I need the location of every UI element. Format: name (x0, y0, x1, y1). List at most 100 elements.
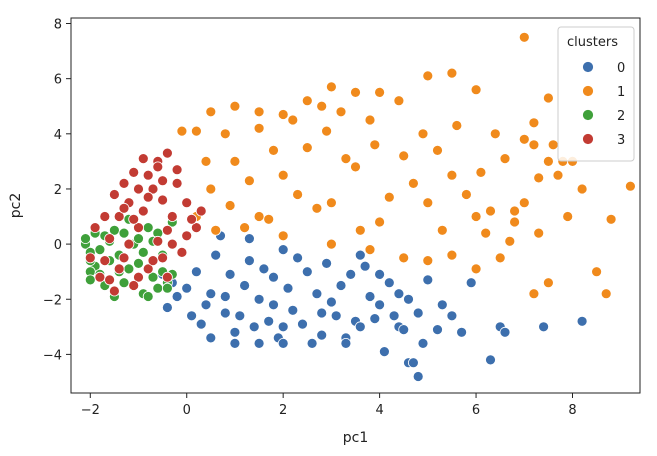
point-cluster-1-52 (552, 169, 564, 181)
point-cluster-0-9 (301, 266, 313, 278)
point-cluster-1-24 (229, 100, 241, 112)
point-cluster-3-21 (137, 153, 149, 165)
point-cluster-3-20 (128, 166, 140, 178)
point-cluster-0-60 (200, 299, 212, 311)
point-cluster-0-59 (354, 249, 366, 261)
point-cluster-0-58 (277, 244, 289, 256)
point-cluster-3-38 (123, 238, 135, 250)
point-cluster-3-14 (118, 252, 130, 264)
point-cluster-3-44 (181, 230, 193, 242)
point-cluster-3-25 (186, 213, 198, 225)
point-cluster-0-39 (465, 277, 477, 289)
point-cluster-1-63 (504, 235, 516, 247)
point-cluster-3-19 (99, 211, 111, 222)
point-cluster-1-29 (350, 87, 361, 98)
point-cluster-1-65 (509, 205, 520, 217)
point-cluster-0-78 (354, 321, 366, 333)
y-tick-label: −4 (43, 348, 62, 363)
point-cluster-0-55 (277, 337, 289, 349)
point-cluster-3-33 (195, 205, 207, 217)
point-cluster-0-26 (388, 310, 400, 322)
point-cluster-3-23 (157, 194, 169, 206)
point-cluster-3-24 (166, 211, 178, 222)
point-cluster-0-0 (190, 266, 202, 278)
point-cluster-3-47 (118, 177, 130, 189)
legend: clusters 0 1 2 3 (557, 26, 635, 162)
point-cluster-0-49 (576, 315, 588, 327)
point-cluster-0-67 (161, 302, 173, 313)
point-cluster-2-32 (123, 263, 135, 275)
point-cluster-1-2 (253, 211, 265, 222)
point-cluster-0-29 (321, 257, 333, 269)
point-cluster-2-12 (133, 257, 144, 269)
point-cluster-2-15 (147, 271, 159, 283)
point-cluster-1-85 (436, 224, 448, 236)
point-cluster-1-89 (562, 211, 574, 222)
point-cluster-0-74 (282, 282, 294, 294)
x-tick-label: 2 (279, 403, 287, 418)
point-cluster-1-39 (422, 255, 434, 267)
point-cluster-1-57 (518, 31, 530, 43)
point-cluster-1-3 (277, 169, 289, 181)
point-cluster-1-73 (292, 189, 304, 200)
x-tick-label: 4 (375, 403, 383, 418)
point-cluster-0-34 (422, 274, 434, 286)
point-cluster-3-26 (176, 246, 188, 258)
point-cluster-1-79 (499, 153, 511, 165)
point-cluster-3-35 (128, 280, 140, 291)
point-cluster-1-54 (543, 277, 554, 289)
point-cluster-1-0 (205, 183, 217, 195)
point-cluster-0-36 (432, 324, 443, 336)
point-cluster-0-21 (263, 315, 275, 327)
point-cluster-0-72 (186, 310, 198, 322)
point-cluster-1-31 (176, 125, 188, 137)
point-cluster-0-64 (330, 310, 342, 322)
point-cluster-0-11 (325, 296, 337, 308)
point-cluster-0-65 (369, 313, 381, 325)
point-cluster-0-53 (205, 332, 217, 344)
point-cluster-1-19 (374, 87, 386, 98)
point-cluster-1-11 (470, 211, 482, 222)
point-cluster-1-6 (350, 161, 361, 173)
point-cluster-1-23 (205, 106, 217, 118)
point-cluster-0-56 (243, 233, 255, 245)
point-cluster-1-62 (533, 227, 545, 239)
point-cluster-0-52 (229, 337, 241, 349)
point-cluster-1-4 (301, 142, 313, 154)
point-cluster-1-1 (229, 155, 241, 167)
point-cluster-0-73 (345, 268, 357, 280)
point-cluster-0-22 (292, 252, 304, 264)
y-tick-label: 4 (54, 128, 62, 143)
point-cluster-1-88 (576, 183, 588, 195)
point-cluster-3-42 (99, 255, 111, 267)
point-cluster-3-3 (133, 183, 144, 195)
point-cluster-3-41 (113, 263, 125, 275)
legend-label-1: 1 (617, 85, 625, 100)
point-cluster-3-17 (84, 252, 96, 264)
point-cluster-0-68 (398, 324, 410, 336)
point-cluster-0-75 (219, 291, 231, 302)
legend-title: clusters (567, 35, 618, 50)
point-cluster-1-25 (253, 106, 265, 118)
point-cluster-3-34 (161, 271, 173, 283)
point-cluster-1-28 (325, 81, 337, 93)
point-cluster-2-9 (118, 277, 130, 289)
point-cluster-1-15 (316, 100, 328, 112)
point-cluster-1-64 (480, 227, 492, 239)
point-cluster-0-71 (248, 321, 260, 333)
point-cluster-1-68 (369, 139, 381, 151)
point-cluster-0-63 (297, 318, 308, 330)
point-cluster-1-76 (432, 144, 443, 156)
point-cluster-2-29 (133, 233, 144, 245)
point-cluster-2-14 (142, 222, 154, 234)
y-axis-label: pc2 (8, 193, 24, 219)
x-tick-label: 6 (472, 403, 480, 418)
point-cluster-1-61 (625, 180, 636, 192)
point-cluster-3-39 (157, 175, 169, 187)
point-cluster-1-84 (354, 224, 366, 236)
point-cluster-0-19 (210, 249, 222, 261)
legend-label-3: 3 (617, 133, 625, 148)
point-cluster-0-37 (446, 310, 458, 322)
